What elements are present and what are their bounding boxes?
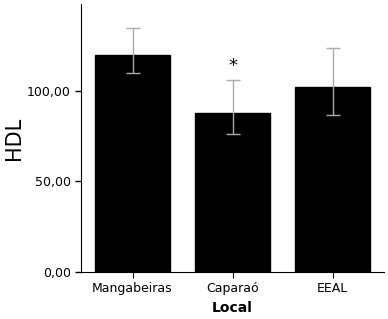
Bar (295, 87, 370, 272)
Bar (195, 113, 270, 272)
Bar (95, 55, 170, 272)
Y-axis label: HDL: HDL (4, 116, 24, 160)
X-axis label: Local: Local (212, 301, 253, 315)
Text: *: * (228, 57, 237, 75)
